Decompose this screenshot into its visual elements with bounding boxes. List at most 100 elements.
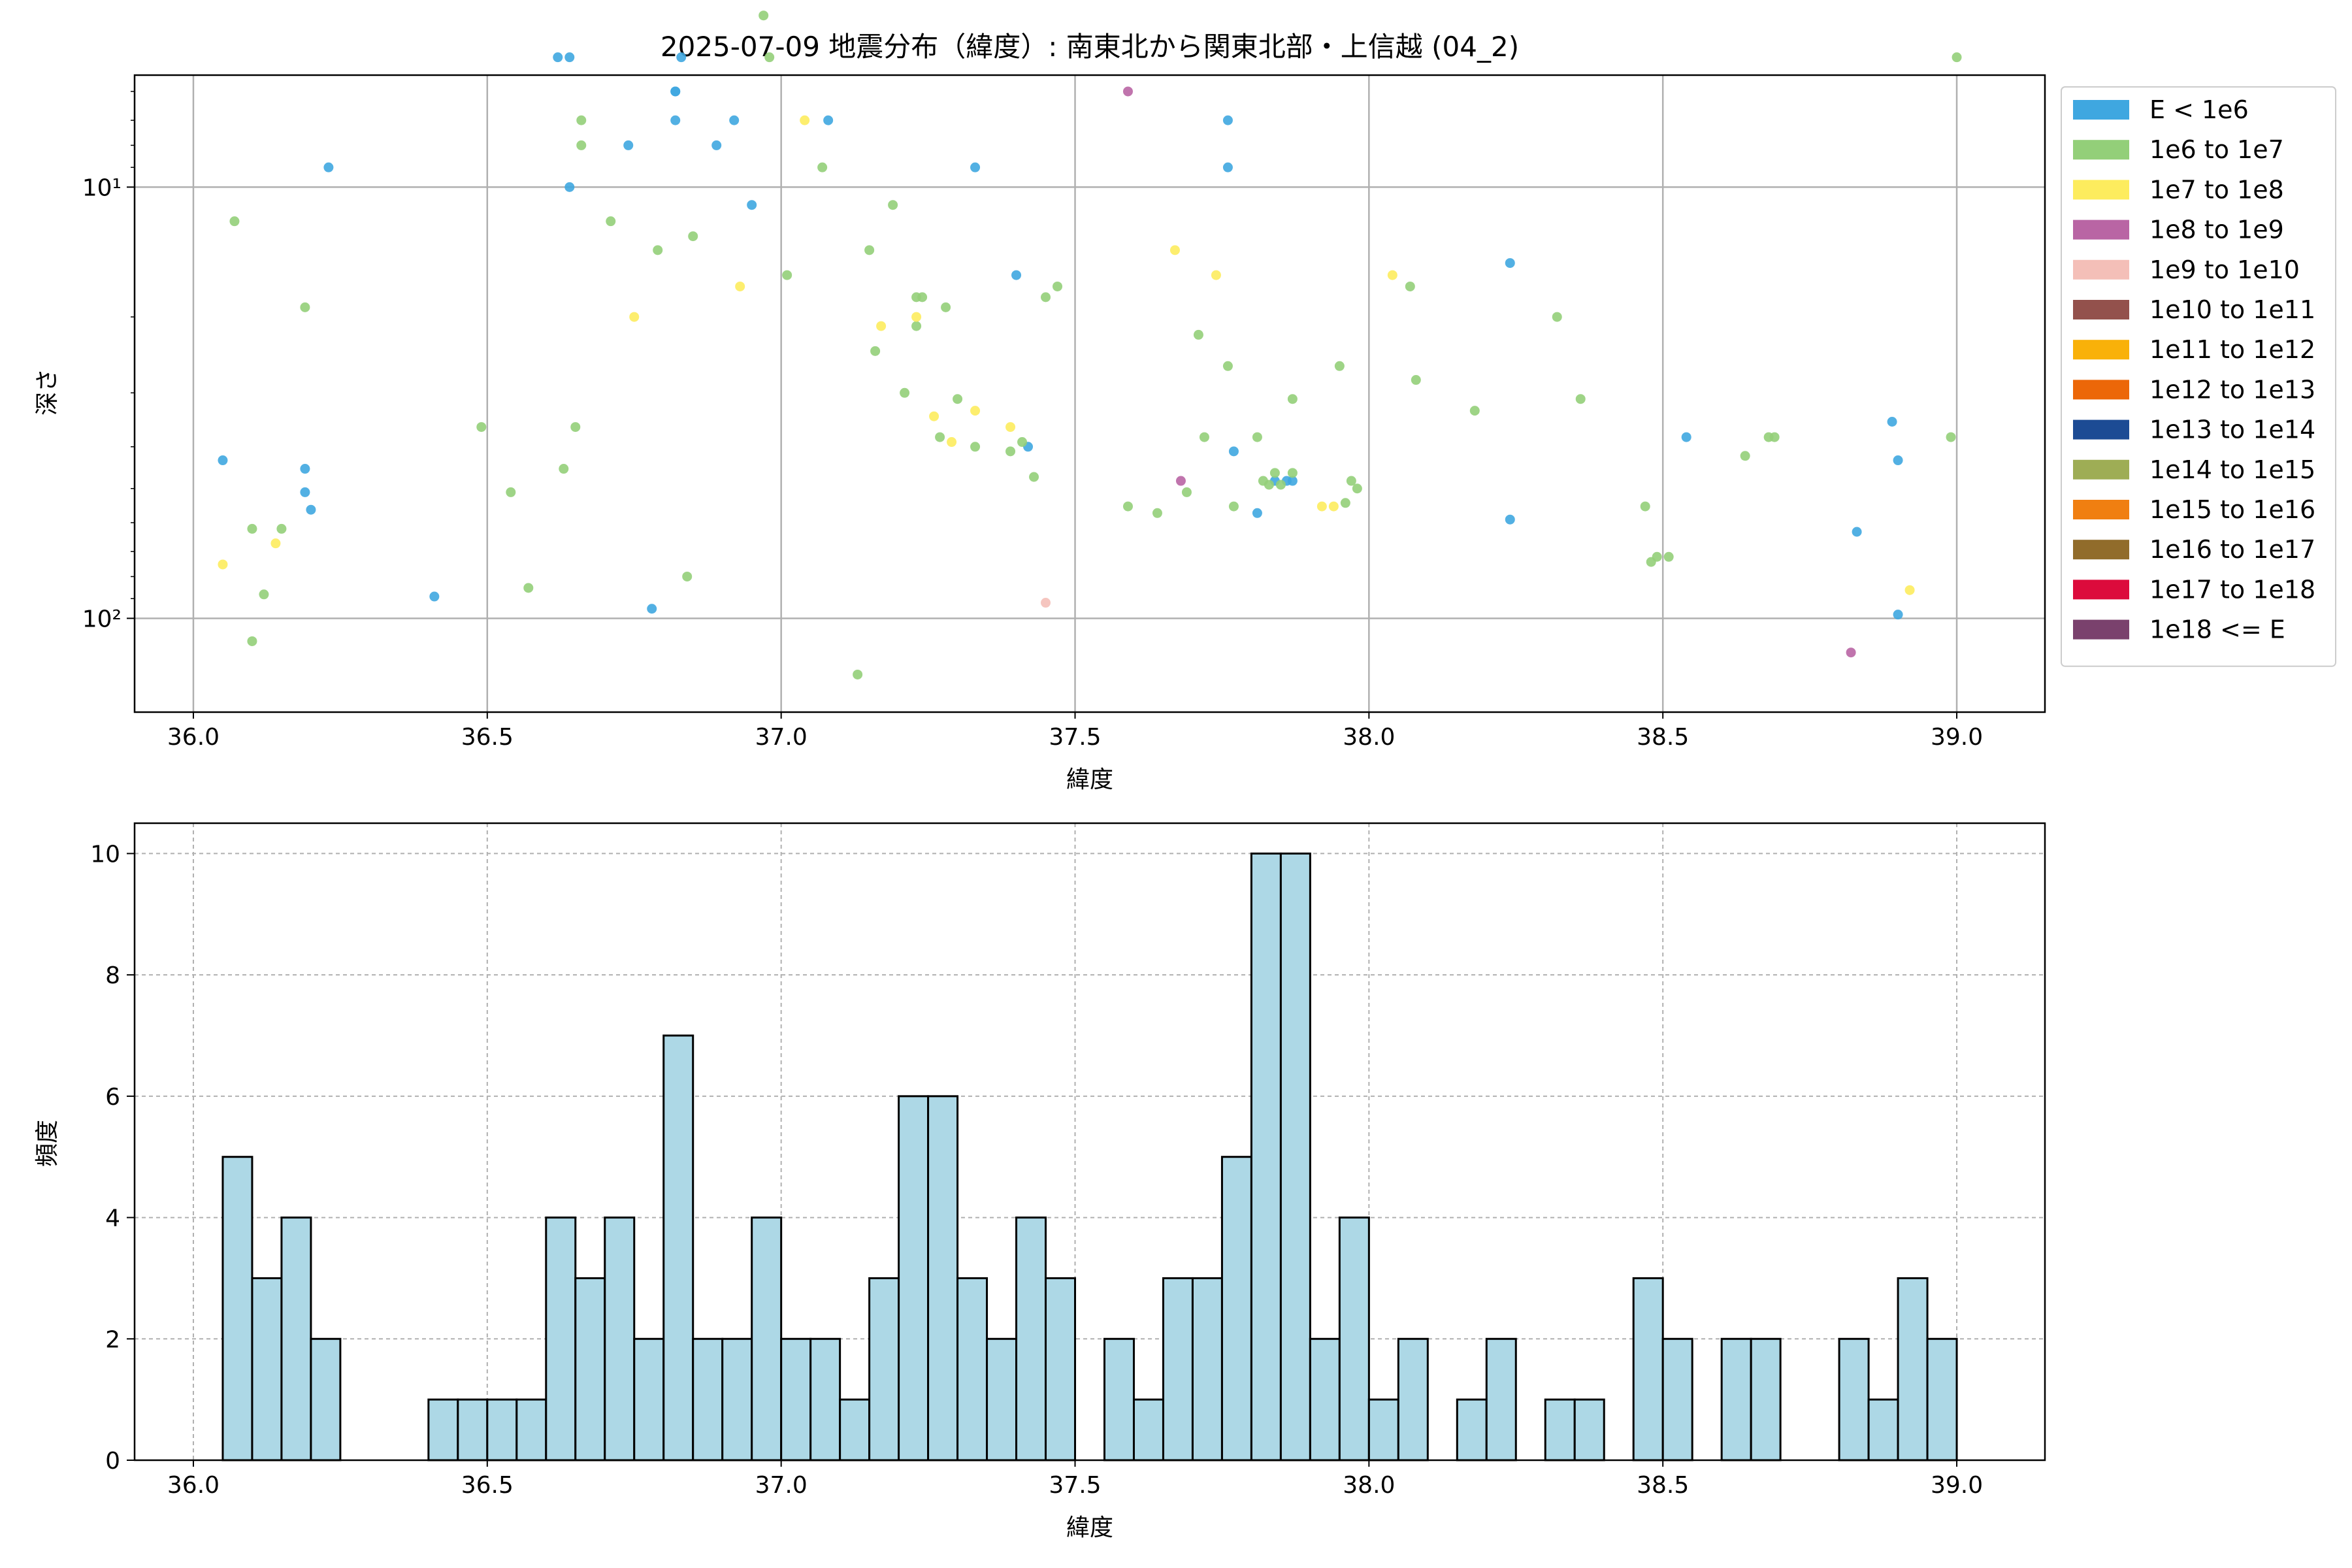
scatter-point	[1887, 416, 1897, 427]
scatter-point	[276, 523, 287, 534]
scatter-point	[300, 487, 310, 497]
scatter-point	[564, 182, 575, 192]
scatter-point	[1252, 508, 1262, 518]
histogram-bar	[751, 1217, 783, 1462]
scatter-point	[1846, 647, 1856, 658]
scatter-point	[218, 455, 228, 466]
scatter-point	[1005, 422, 1016, 433]
scatter-point	[1904, 585, 1915, 595]
scatter-point	[1640, 501, 1650, 512]
legend-label: 1e15 to 1e16	[2149, 495, 2315, 524]
histogram-bar	[1485, 1337, 1517, 1462]
scatter-point	[876, 321, 887, 331]
histogram-bar	[839, 1398, 871, 1462]
histogram-y-tick-label: 0	[105, 1448, 120, 1475]
histogram-bar	[1309, 1337, 1341, 1462]
scatter-point	[888, 200, 898, 210]
legend-swatch	[2073, 619, 2129, 640]
histogram-y-tick-label: 10	[90, 841, 120, 868]
scatter-point	[1017, 437, 1028, 448]
scatter-point	[1269, 468, 1280, 478]
histogram-bar	[574, 1277, 606, 1462]
scatter-grid	[135, 75, 2045, 712]
scatter-point	[1193, 329, 1203, 340]
histogram-bar	[780, 1337, 812, 1462]
scatter-point	[576, 115, 587, 125]
legend-label: 1e12 to 1e13	[2149, 375, 2315, 404]
legend-label: 1e10 to 1e11	[2149, 295, 2315, 324]
scatter-point	[247, 523, 257, 534]
scatter-point	[1652, 551, 1662, 562]
histogram-bar	[280, 1217, 312, 1462]
scatter-point	[1328, 501, 1339, 512]
histogram-plot-frame	[133, 822, 2046, 1462]
histogram-bar	[1338, 1217, 1370, 1462]
legend-label: 1e6 to 1e7	[2149, 135, 2284, 164]
scatter-title: 2025-07-09 地震分布（緯度）: 南東北から関東北部・上信越 (04_2…	[661, 31, 1519, 63]
scatter-point	[523, 583, 534, 593]
scatter-point	[1287, 394, 1298, 404]
scatter-x-axis: 36.0 36.5 37.0 37.5 38.0 38.5 39.0	[167, 712, 1983, 751]
histogram-bar	[1191, 1277, 1223, 1462]
scatter-point	[970, 442, 981, 452]
scatter-point	[670, 115, 681, 125]
histogram-bar	[868, 1277, 900, 1462]
scatter-point	[823, 115, 834, 125]
histogram-bar	[221, 1156, 253, 1462]
scatter-point	[1122, 86, 1133, 97]
histogram-x-tick-label: 36.5	[461, 1472, 514, 1499]
scatter-point	[1552, 312, 1562, 322]
histogram-bar	[1661, 1337, 1693, 1462]
scatter-point	[1287, 468, 1298, 478]
scatter-point	[300, 302, 310, 312]
scatter-point	[553, 52, 563, 63]
histogram-bar	[1632, 1277, 1664, 1462]
scatter-point	[917, 292, 928, 302]
histogram-bar	[1750, 1337, 1782, 1462]
histogram-bar	[1573, 1398, 1605, 1462]
histogram-bar	[1162, 1277, 1194, 1462]
histogram-y-tick-label: 2	[105, 1326, 120, 1353]
scatter-x-tick-label: 38.5	[1637, 724, 1689, 751]
histogram-bar	[604, 1217, 636, 1462]
histogram-x-axis-label: 緯度	[1066, 1514, 1113, 1541]
scatter-point	[1387, 270, 1397, 280]
scatter-point	[1222, 115, 1233, 125]
scatter-point	[735, 281, 745, 291]
scatter-point	[229, 216, 240, 227]
scatter-point	[1952, 52, 1962, 63]
scatter-point	[1222, 162, 1233, 172]
histogram-bar	[1045, 1277, 1077, 1462]
histogram-bar	[986, 1337, 1018, 1462]
scatter-point	[476, 422, 487, 433]
scatter-x-axis-label: 緯度	[1066, 766, 1113, 793]
scatter-point	[623, 140, 634, 150]
scatter-x-tick-label: 37.5	[1049, 724, 1101, 751]
scatter-point	[1041, 598, 1051, 608]
histogram-bar	[927, 1095, 959, 1462]
scatter-point	[911, 312, 922, 322]
scatter-point	[1169, 245, 1180, 255]
legend-swatch	[2073, 100, 2129, 120]
scatter-point	[606, 216, 616, 227]
scatter-point	[1011, 270, 1022, 280]
legend-label: 1e13 to 1e14	[2149, 416, 2315, 444]
legend-label: 1e7 to 1e8	[2149, 175, 2284, 204]
histogram-bar	[1544, 1398, 1576, 1462]
scatter-point	[670, 86, 681, 97]
scatter-point	[1334, 361, 1345, 371]
legend-label: E < 1e6	[2149, 95, 2249, 124]
scatter-point	[970, 406, 981, 416]
scatter-point	[870, 346, 881, 356]
scatter-point	[711, 140, 722, 150]
histogram-bar	[515, 1398, 547, 1462]
legend-label: 1e17 to 1e18	[2149, 575, 2315, 604]
scatter-point	[1316, 501, 1327, 512]
scatter-point	[1287, 476, 1298, 486]
histogram-x-tick-label: 37.5	[1049, 1472, 1101, 1499]
scatter-point	[629, 312, 640, 322]
legend-label: 1e9 to 1e10	[2149, 255, 2300, 284]
scatter-panel: 2025-07-09 地震分布（緯度）: 南東北から関東北部・上信越 (04_2…	[34, 10, 2336, 793]
scatter-point	[1352, 483, 1362, 494]
scatter-plot-frame	[133, 74, 2046, 713]
